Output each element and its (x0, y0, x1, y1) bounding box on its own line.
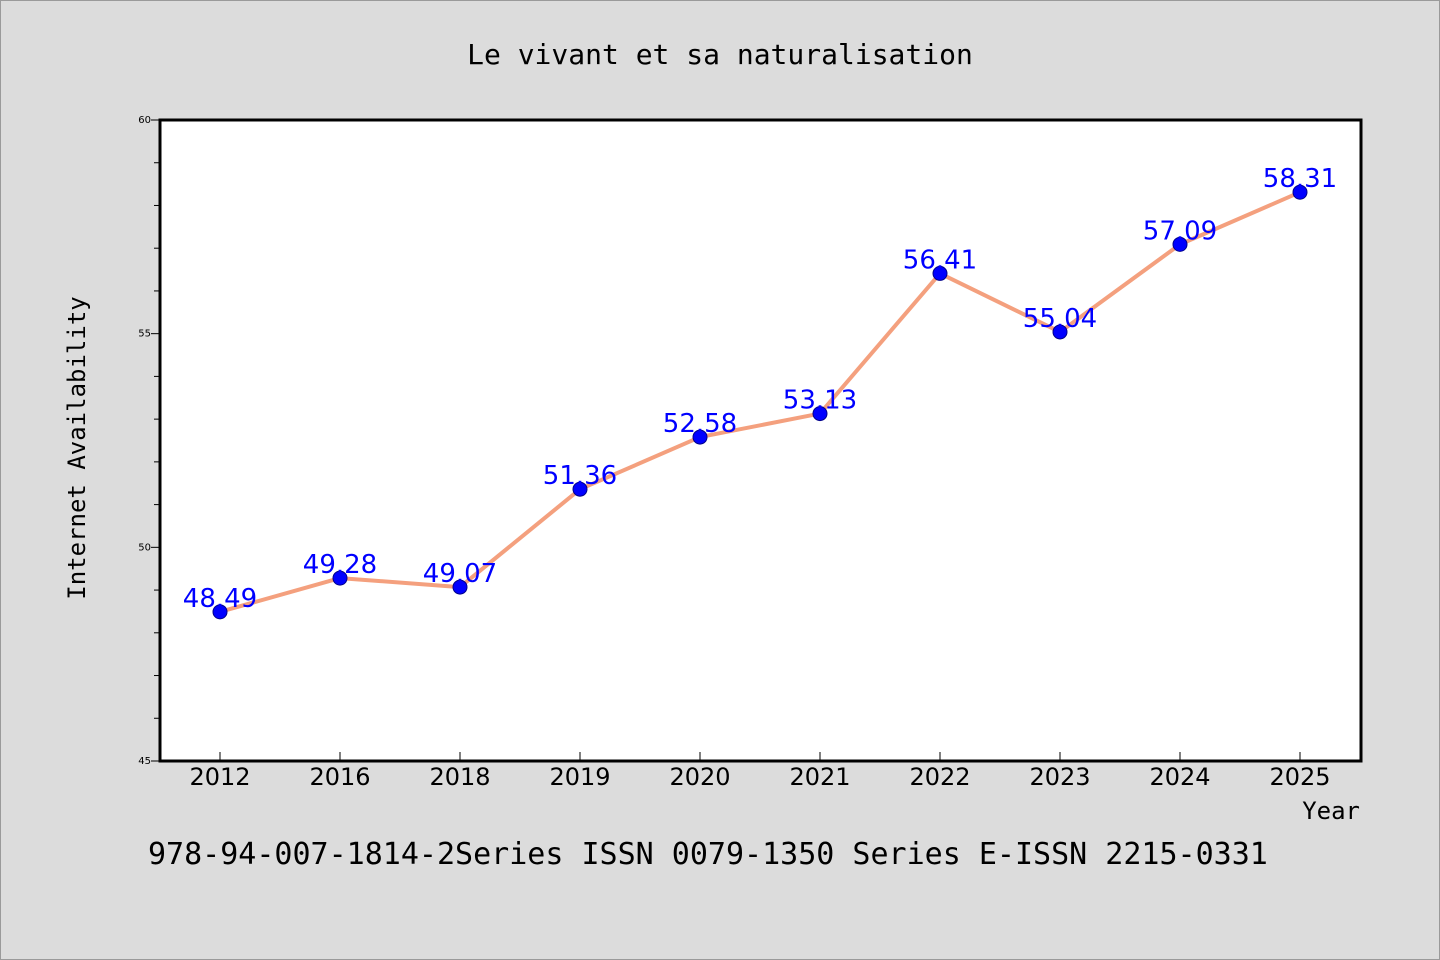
data-label: 57.09 (1143, 216, 1217, 246)
series-line (219, 190, 1301, 614)
chart-title: Le vivant et sa naturalisation (467, 38, 973, 71)
x-axis: 2012 2016 2018 2019 2020 2021 2022 2023 2024 2025 (189, 752, 1331, 791)
data-point (932, 265, 948, 281)
y-axis: 45 50 55 60 (138, 115, 160, 767)
data-label: 48.49 (183, 584, 257, 614)
x-tick-label: 2022 (909, 763, 970, 791)
x-tick-label: 2021 (789, 763, 850, 791)
y-tick-label: 45 (138, 756, 151, 767)
series-internet-availability: 48.49 49.28 49.07 51.36 52.58 53.13 56.41 55.04… (183, 164, 1337, 620)
data-label: 53.13 (783, 386, 857, 416)
y-axis-label: Internet Availability (63, 296, 91, 599)
y-tick-label: 55 (138, 329, 151, 340)
data-label: 56.41 (903, 245, 977, 275)
x-tick-label: 2024 (1149, 763, 1210, 791)
data-label: 58.31 (1263, 164, 1337, 194)
x-tick-label: 2012 (189, 763, 250, 791)
data-point (452, 579, 468, 595)
x-tick-label: 2020 (669, 763, 730, 791)
footer-text: 978-94-007-1814-2Series ISSN 0079-1350 S… (148, 837, 1268, 872)
data-point (812, 406, 828, 422)
x-tick-label: 2025 (1269, 763, 1330, 791)
y-tick-label: 60 (138, 115, 151, 126)
data-point (692, 429, 708, 445)
data-point (332, 570, 348, 586)
data-point (1292, 184, 1308, 200)
data-label: 55.04 (1023, 304, 1097, 334)
x-tick-label: 2016 (309, 763, 370, 791)
y-tick-label: 50 (138, 542, 151, 553)
x-tick-label: 2019 (549, 763, 610, 791)
data-label: 49.28 (303, 550, 377, 580)
data-point (1172, 236, 1188, 252)
plot-area (158, 118, 1363, 763)
x-tick-label: 2023 (1029, 763, 1090, 791)
x-axis-label: Year (1302, 797, 1360, 825)
data-label: 52.58 (663, 409, 737, 439)
data-point (572, 481, 588, 497)
data-label: 49.07 (423, 559, 497, 589)
x-tick-label: 2018 (429, 763, 490, 791)
data-point (212, 604, 228, 620)
data-label: 51.36 (543, 461, 617, 491)
data-point (1052, 324, 1068, 340)
